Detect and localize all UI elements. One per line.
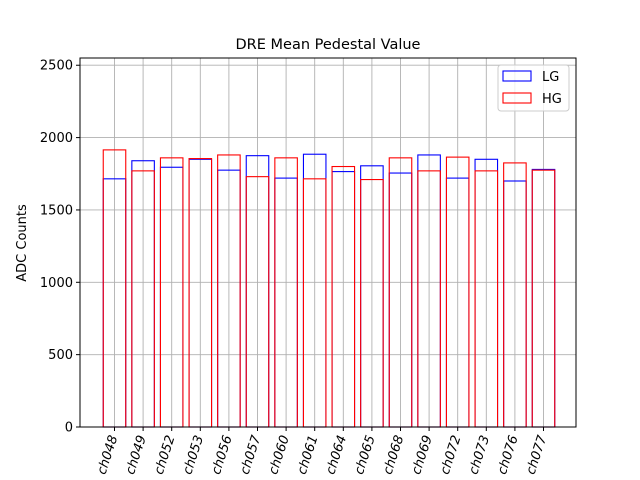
y-tick-label: 2500: [40, 59, 73, 74]
legend-label-hg: HG: [542, 92, 562, 107]
legend-swatch-hg: [502, 92, 532, 104]
y-tick-label: 2000: [40, 131, 73, 146]
legend-swatch-lg: [502, 70, 532, 82]
legend-box: [497, 64, 570, 112]
y-tick-label: 1500: [40, 203, 73, 218]
y-tick-label: 0: [65, 421, 73, 436]
y-tick-label: 500: [48, 348, 73, 363]
y-axis-label: ADC Counts: [15, 204, 30, 282]
grid-lines: [80, 58, 576, 428]
legend-label-lg: LG: [542, 70, 559, 85]
chart-title: DRE Mean Pedestal Value: [236, 37, 421, 53]
legend: LG HG: [497, 64, 570, 112]
y-axis-ticks: 0 500 1000 1500 2000 2500: [40, 59, 80, 436]
y-tick-label: 1000: [40, 276, 73, 291]
plot-frame: [79, 57, 577, 428]
